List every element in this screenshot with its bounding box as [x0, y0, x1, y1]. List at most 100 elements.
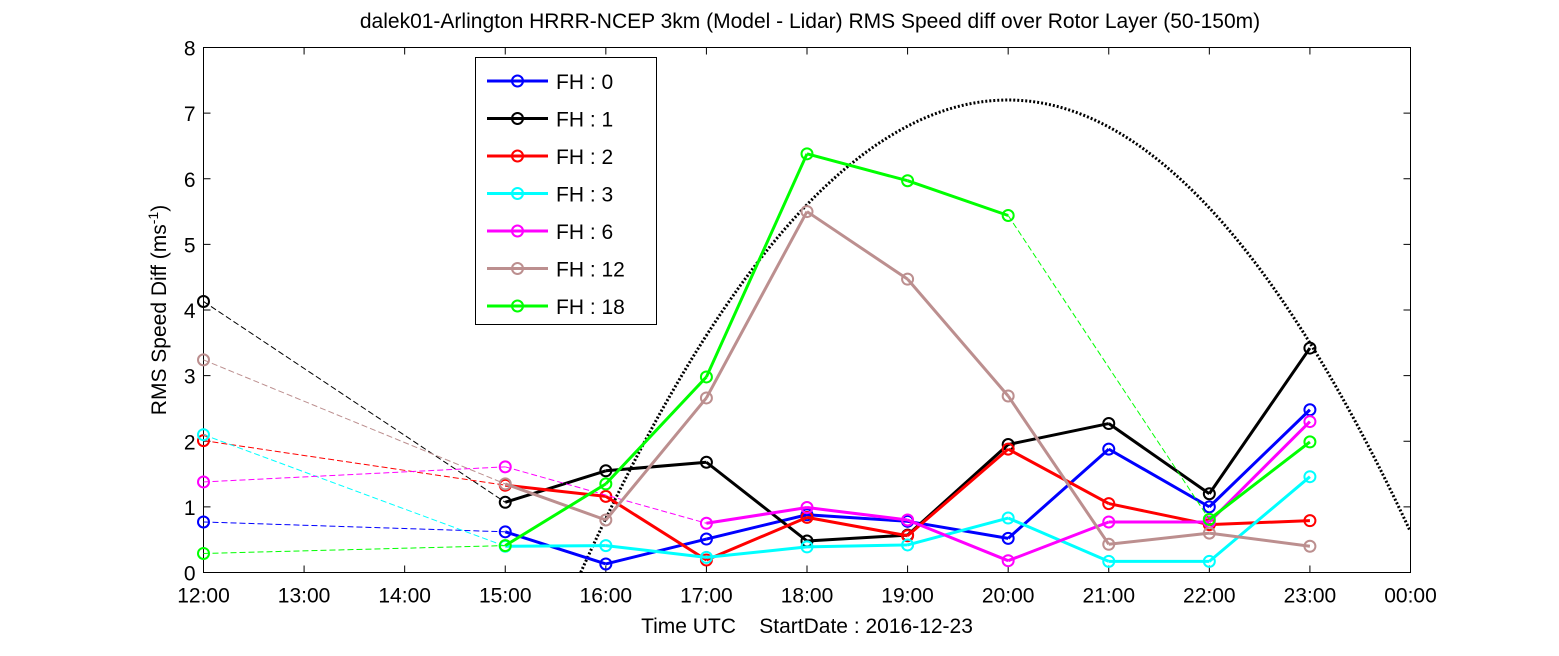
legend-label: FH : 12	[556, 259, 625, 282]
data-point	[1102, 417, 1116, 431]
x-tick-label: 17:00	[680, 585, 733, 608]
x-axis-ticks: 12:00 13:00 14:00 15:00 16:00 17:00 18:00 19:00…	[177, 47, 1437, 608]
x-tick-label: 18:00	[781, 585, 834, 608]
y-tick-label: 5	[184, 234, 196, 257]
series-fh-6	[197, 415, 1317, 568]
series-segment	[806, 210, 909, 281]
series-gap-segment	[505, 466, 707, 524]
series-segment	[806, 543, 908, 549]
x-tick-label: 21:00	[1082, 585, 1135, 608]
x-tick-label: 16:00	[580, 585, 633, 608]
data-point	[1202, 512, 1216, 526]
data-point	[1102, 537, 1116, 551]
reference-curve	[579, 98, 1411, 574]
series-segment	[504, 530, 607, 566]
legend: FH : 0 FH : 1 FH : 2 FH : 3 FH : 6 FH : 12 FH …	[475, 57, 657, 325]
series-segment	[705, 210, 809, 399]
series-gap-segment	[203, 545, 506, 554]
series-segment	[907, 518, 1009, 563]
x-tick-label: 14:00	[378, 585, 431, 608]
data-point	[1202, 554, 1216, 568]
legend-label: FH : 0	[556, 71, 613, 94]
y-axis-ticks: 0 1 2 3 4 5 6 7 8	[184, 38, 1411, 586]
series-gap-segment	[203, 440, 506, 486]
series-segment	[1107, 422, 1211, 495]
series-segment	[906, 447, 1010, 537]
series-segment	[505, 544, 606, 548]
data-point	[1202, 500, 1216, 514]
data-point	[901, 538, 915, 552]
series-segment	[907, 516, 1009, 547]
data-point	[901, 272, 915, 286]
x-tick-label: 19:00	[881, 585, 934, 608]
series-segment	[1108, 531, 1210, 546]
series-segment	[1208, 475, 1311, 563]
data-point	[1303, 514, 1317, 528]
series-fh-12	[197, 205, 1317, 553]
data-point	[498, 495, 512, 509]
plot-frame	[203, 47, 1411, 573]
data-point	[1303, 470, 1317, 484]
series-segment	[1208, 440, 1311, 521]
data-point	[1202, 526, 1216, 540]
series-segment	[604, 396, 708, 521]
legend-marker	[511, 262, 524, 275]
data-point	[1001, 442, 1015, 456]
series-segment	[604, 375, 708, 485]
legend-label: FH : 3	[556, 184, 613, 207]
data-point	[197, 546, 210, 560]
data-point	[1001, 389, 1015, 403]
series-gap-segment	[203, 521, 506, 533]
legend-label: FH : 2	[556, 146, 613, 169]
series-segment	[706, 545, 808, 559]
data-point	[1001, 531, 1015, 545]
series-segment	[504, 482, 607, 522]
y-tick-label: 0	[184, 563, 196, 586]
x-tick-label: 15:00	[479, 585, 532, 608]
data-point	[699, 370, 713, 384]
legend-label: FH : 1	[556, 109, 613, 132]
data-point	[498, 539, 512, 553]
series-segment	[906, 278, 1010, 397]
data-point	[901, 513, 915, 527]
series-segment	[1007, 447, 1110, 505]
x-tick-label: 23:00	[1284, 585, 1337, 608]
data-point	[901, 174, 915, 188]
data-point	[599, 464, 613, 478]
data-point	[1001, 511, 1015, 525]
reference-curve-line	[579, 98, 1411, 574]
series-fh-1	[197, 294, 1317, 548]
data-point	[197, 475, 210, 489]
y-tick-label: 1	[184, 497, 196, 520]
data-point	[800, 540, 814, 554]
data-point	[1001, 554, 1015, 568]
series-fh-0	[197, 403, 1317, 571]
data-point	[498, 477, 512, 491]
series-segment	[1007, 422, 1110, 446]
series-segment	[706, 513, 808, 541]
x-tick-label: 12:00	[177, 585, 230, 608]
legend-marker	[511, 149, 524, 163]
series-segment	[504, 469, 607, 504]
data-point	[901, 529, 915, 543]
data-point	[1303, 435, 1317, 449]
data-point	[800, 501, 814, 515]
series-segment	[907, 179, 1009, 217]
y-tick-label: 2	[184, 431, 196, 454]
legend-marker	[511, 112, 524, 125]
data-point	[1102, 515, 1116, 529]
y-tick-label: 3	[184, 366, 196, 389]
x-tick-label: 00:00	[1384, 585, 1437, 608]
series-segment	[705, 461, 808, 543]
data-point	[1102, 497, 1116, 511]
series-segment	[605, 495, 708, 562]
data-point	[197, 428, 210, 442]
y-axis-label-main: RMS Speed Diff (ms	[148, 224, 171, 415]
legend-marker	[511, 299, 524, 313]
series-gap-segment	[203, 466, 506, 483]
series-segment	[706, 506, 808, 525]
data-point	[599, 539, 613, 553]
data-point	[599, 477, 613, 491]
data-point	[599, 513, 613, 527]
